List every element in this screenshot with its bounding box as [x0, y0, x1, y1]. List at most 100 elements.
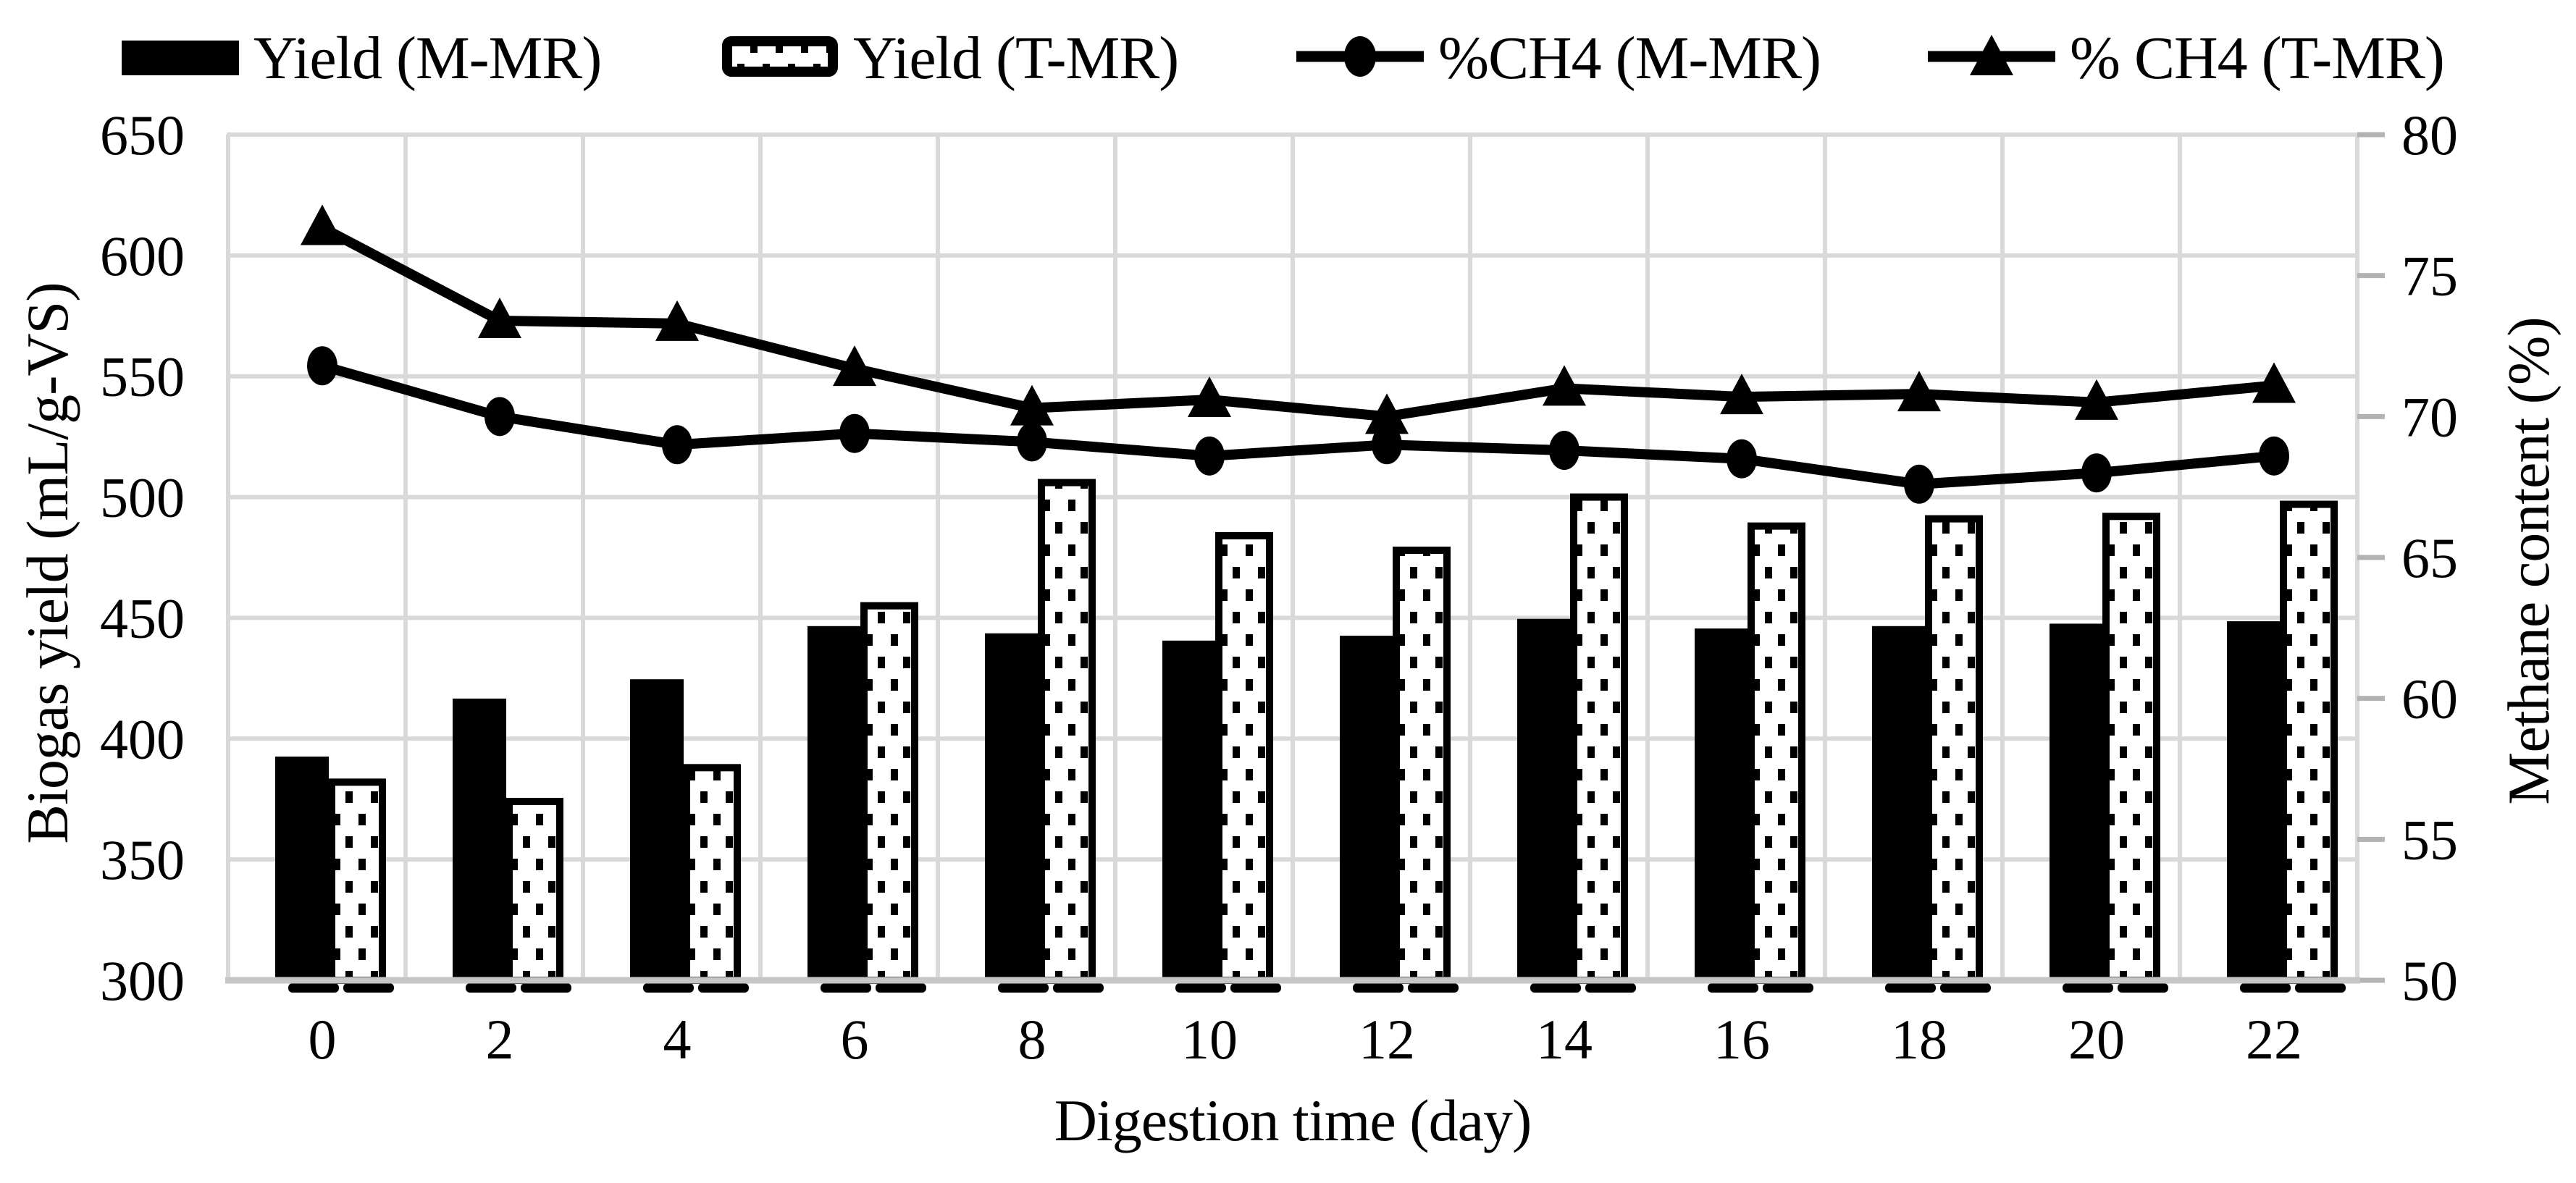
- circle-marker-day-12: [1372, 425, 1402, 465]
- triangle-marker-day-22: [2252, 362, 2296, 403]
- x-tick-label-8: 8: [1018, 1008, 1046, 1071]
- bar-shadow: [1408, 983, 1459, 993]
- line-circle-marker-icon: [1296, 32, 1424, 85]
- circle-marker-day-14: [1549, 431, 1579, 471]
- right-y-tick-label-75: 75: [2401, 245, 2458, 308]
- line-triangle-marker-icon: [1928, 32, 2055, 85]
- right-y-tick-label-50: 50: [2401, 949, 2458, 1012]
- bar-yield-t-mr-day-22: [2280, 500, 2338, 984]
- left-y-tick-label-600: 600: [100, 224, 185, 287]
- right-y-tick-label-65: 65: [2401, 526, 2458, 589]
- tick-labels: 300 350 400 450 500 550 600 650 50 55 60 65 70 75 80 0 2…: [100, 104, 2458, 1071]
- bar-yield-m-mr-day-20: [2050, 623, 2103, 982]
- bar-yield-m-mr-day-10: [1162, 640, 1216, 982]
- x-tick-label-10: 10: [1181, 1008, 1238, 1071]
- bar-shadow: [2240, 983, 2291, 993]
- bar-series: [275, 479, 2346, 993]
- bar-yield-t-mr-day-4: [683, 764, 741, 984]
- left-y-tick-label-450: 450: [100, 586, 185, 649]
- left-axis-title: Biogas yield (mL/g-VS): [14, 282, 80, 844]
- bar-shadow: [1940, 983, 1991, 993]
- circle-marker-day-16: [1727, 439, 1757, 479]
- gridlines: [226, 132, 2385, 983]
- bar-shadow: [1230, 983, 1281, 993]
- bar-shadow: [1053, 983, 1104, 993]
- triangle-marker-day-10: [1188, 376, 1231, 417]
- legend-item-ch4-t-mr: % CH4 (T-MR): [1928, 20, 2445, 96]
- x-tick-label-20: 20: [2068, 1008, 2125, 1071]
- triangle-marker-day-16: [1720, 374, 1763, 415]
- triangle-marker-day-8: [1010, 384, 1054, 426]
- x-tick-label-16: 16: [1713, 1008, 1770, 1071]
- left-y-tick-label-550: 550: [100, 345, 185, 408]
- x-tick-label-18: 18: [1891, 1008, 1947, 1071]
- x-tick-label-0: 0: [309, 1008, 337, 1071]
- x-tick-label-22: 22: [2246, 1008, 2302, 1071]
- x-tick-label-6: 6: [841, 1008, 869, 1071]
- circle-marker-day-8: [1017, 422, 1047, 462]
- bar-shadow: [466, 983, 516, 993]
- bar-yield-m-mr-day-16: [1695, 628, 1748, 982]
- triangle-marker-day-20: [2075, 379, 2118, 420]
- bar-shadow: [288, 983, 339, 993]
- x-tick-label-2: 2: [486, 1008, 514, 1071]
- bar-yield-m-mr-day-2: [453, 698, 506, 982]
- legend-label: %CH4 (M-MR): [1438, 24, 1821, 92]
- legend-label: Yield (M-MR): [253, 24, 602, 92]
- circle-marker-day-18: [1904, 464, 1934, 504]
- right-y-tick-label-70: 70: [2401, 385, 2458, 448]
- bar-shadow: [1763, 983, 1813, 993]
- right-y-tick-label-80: 80: [2401, 104, 2458, 167]
- bar-shadow: [2295, 983, 2346, 993]
- bar-shadow: [643, 983, 694, 993]
- bar-yield-m-mr-day-18: [1872, 626, 1926, 982]
- triangle-marker-day-6: [833, 345, 876, 387]
- triangle-marker-day-18: [1897, 371, 1941, 412]
- legend-label: Yield (T-MR): [853, 24, 1179, 92]
- bar-yield-m-mr-day-22: [2227, 621, 2281, 982]
- circle-marker-day-0: [307, 346, 337, 386]
- left-y-tick-label-300: 300: [100, 949, 185, 1012]
- bar-shadow: [2063, 983, 2113, 993]
- triangle-marker-day-0: [301, 204, 344, 245]
- x-tick-label-14: 14: [1536, 1008, 1593, 1071]
- circle-marker-day-22: [2259, 436, 2289, 476]
- left-y-tick-label-650: 650: [100, 104, 185, 167]
- bar-shadow: [343, 983, 394, 993]
- bar-yield-t-mr-day-10: [1215, 531, 1273, 984]
- bar-shadow: [821, 983, 871, 993]
- line-ch4-t-mr: [319, 223, 2275, 422]
- bar-shadow: [1708, 983, 1758, 993]
- legend-item-yield-t-mr: Yield (T-MR): [721, 20, 1179, 96]
- left-y-tick-label-400: 400: [100, 707, 185, 770]
- bar-shadow: [1585, 983, 1636, 993]
- bar-yield-t-mr-day-8: [1038, 479, 1096, 984]
- bar-yield-t-mr-day-20: [2102, 513, 2160, 984]
- right-axis-title: Methane content (%): [2496, 317, 2562, 805]
- bar-yield-m-mr-day-4: [630, 679, 684, 982]
- circle-marker-day-20: [2081, 453, 2112, 493]
- bar-yield-m-mr-day-6: [807, 626, 861, 982]
- triangle-marker-day-14: [1543, 365, 1586, 406]
- bar-yield-t-mr-day-12: [1393, 546, 1451, 984]
- bar-yield-t-mr-day-18: [1925, 515, 1983, 984]
- left-y-tick-label-350: 350: [100, 828, 185, 891]
- triangle-marker-day-4: [655, 300, 699, 341]
- line-ch4-m-mr: [321, 361, 2275, 489]
- bar-yield-t-mr-day-0: [328, 778, 386, 984]
- legend-label: % CH4 (T-MR): [2070, 24, 2445, 92]
- solid-bar-swatch-icon: [122, 41, 239, 75]
- bar-yield-m-mr-day-8: [985, 633, 1039, 982]
- bar-shadow: [521, 983, 571, 993]
- bar-yield-t-mr-day-14: [1570, 493, 1628, 984]
- bar-shadow: [1353, 983, 1404, 993]
- bar-shadow: [698, 983, 749, 993]
- circle-marker-day-2: [484, 397, 515, 437]
- legend-item-yield-m-mr: Yield (M-MR): [122, 20, 602, 96]
- triangle-marker-day-2: [478, 297, 521, 338]
- bar-yield-m-mr-day-14: [1517, 618, 1571, 982]
- x-axis-title: Digestion time (day): [1054, 1087, 1532, 1153]
- right-y-tick-label-55: 55: [2401, 808, 2458, 871]
